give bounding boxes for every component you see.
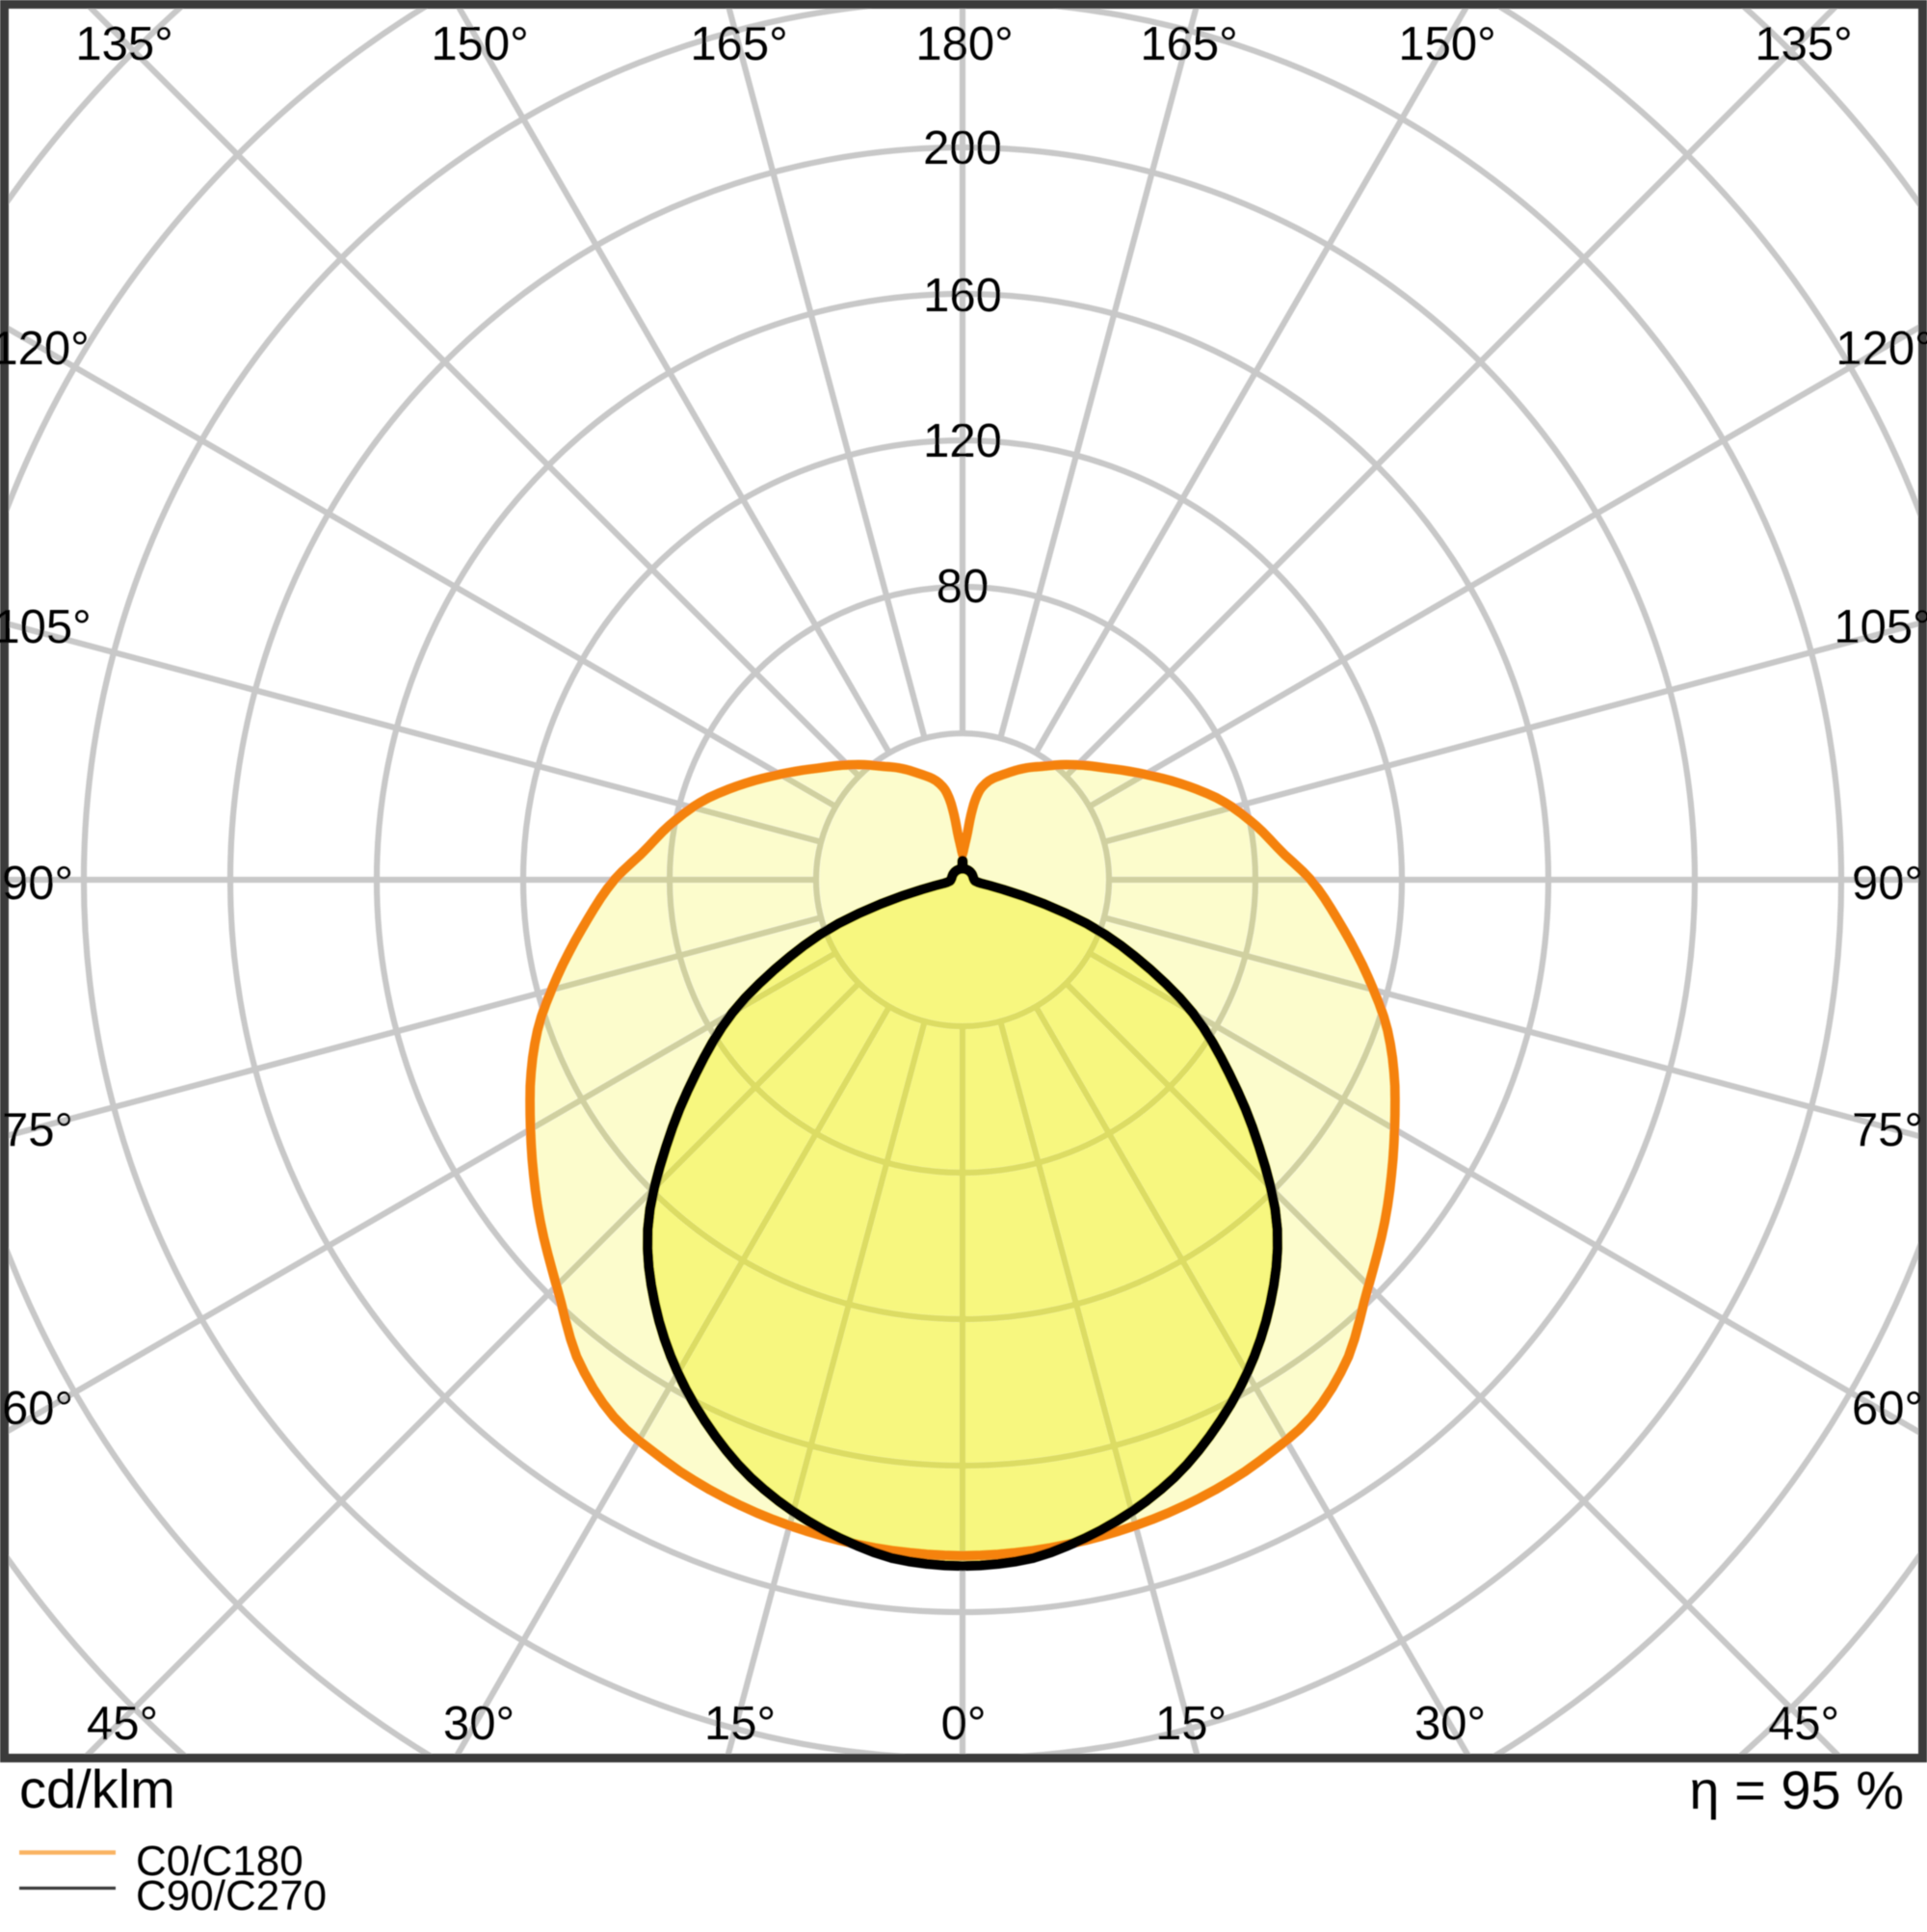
svg-text:150°: 150°: [431, 18, 528, 70]
svg-text:0°: 0°: [941, 1698, 987, 1750]
svg-text:60°: 60°: [1852, 1383, 1923, 1435]
svg-text:120°: 120°: [0, 323, 90, 375]
svg-text:90°: 90°: [2, 858, 73, 910]
svg-text:75°: 75°: [2, 1104, 73, 1156]
svg-text:75°: 75°: [1852, 1104, 1923, 1156]
svg-text:135°: 135°: [1755, 18, 1852, 70]
svg-text:105°: 105°: [1834, 601, 1927, 653]
svg-text:45°: 45°: [1768, 1698, 1839, 1750]
svg-text:135°: 135°: [75, 18, 172, 70]
svg-text:160: 160: [923, 270, 1002, 322]
svg-text:30°: 30°: [1414, 1698, 1486, 1750]
svg-text:200: 200: [923, 122, 1002, 174]
svg-text:165°: 165°: [1140, 18, 1237, 70]
svg-text:η = 95 %: η = 95 %: [1689, 1760, 1904, 1820]
svg-text:120: 120: [923, 415, 1002, 467]
svg-text:15°: 15°: [704, 1698, 776, 1750]
svg-text:90°: 90°: [1852, 858, 1923, 910]
svg-text:80: 80: [937, 561, 990, 613]
svg-text:105°: 105°: [0, 601, 92, 653]
svg-text:60°: 60°: [2, 1383, 73, 1435]
svg-text:120°: 120°: [1835, 323, 1927, 375]
svg-text:150°: 150°: [1398, 18, 1495, 70]
svg-text:C90/C270: C90/C270: [136, 1872, 327, 1919]
svg-text:30°: 30°: [443, 1698, 515, 1750]
svg-text:cd/klm: cd/klm: [19, 1759, 175, 1819]
svg-text:165°: 165°: [690, 18, 787, 70]
svg-text:180°: 180°: [915, 18, 1013, 70]
svg-text:15°: 15°: [1155, 1698, 1227, 1750]
svg-text:45°: 45°: [87, 1698, 158, 1750]
